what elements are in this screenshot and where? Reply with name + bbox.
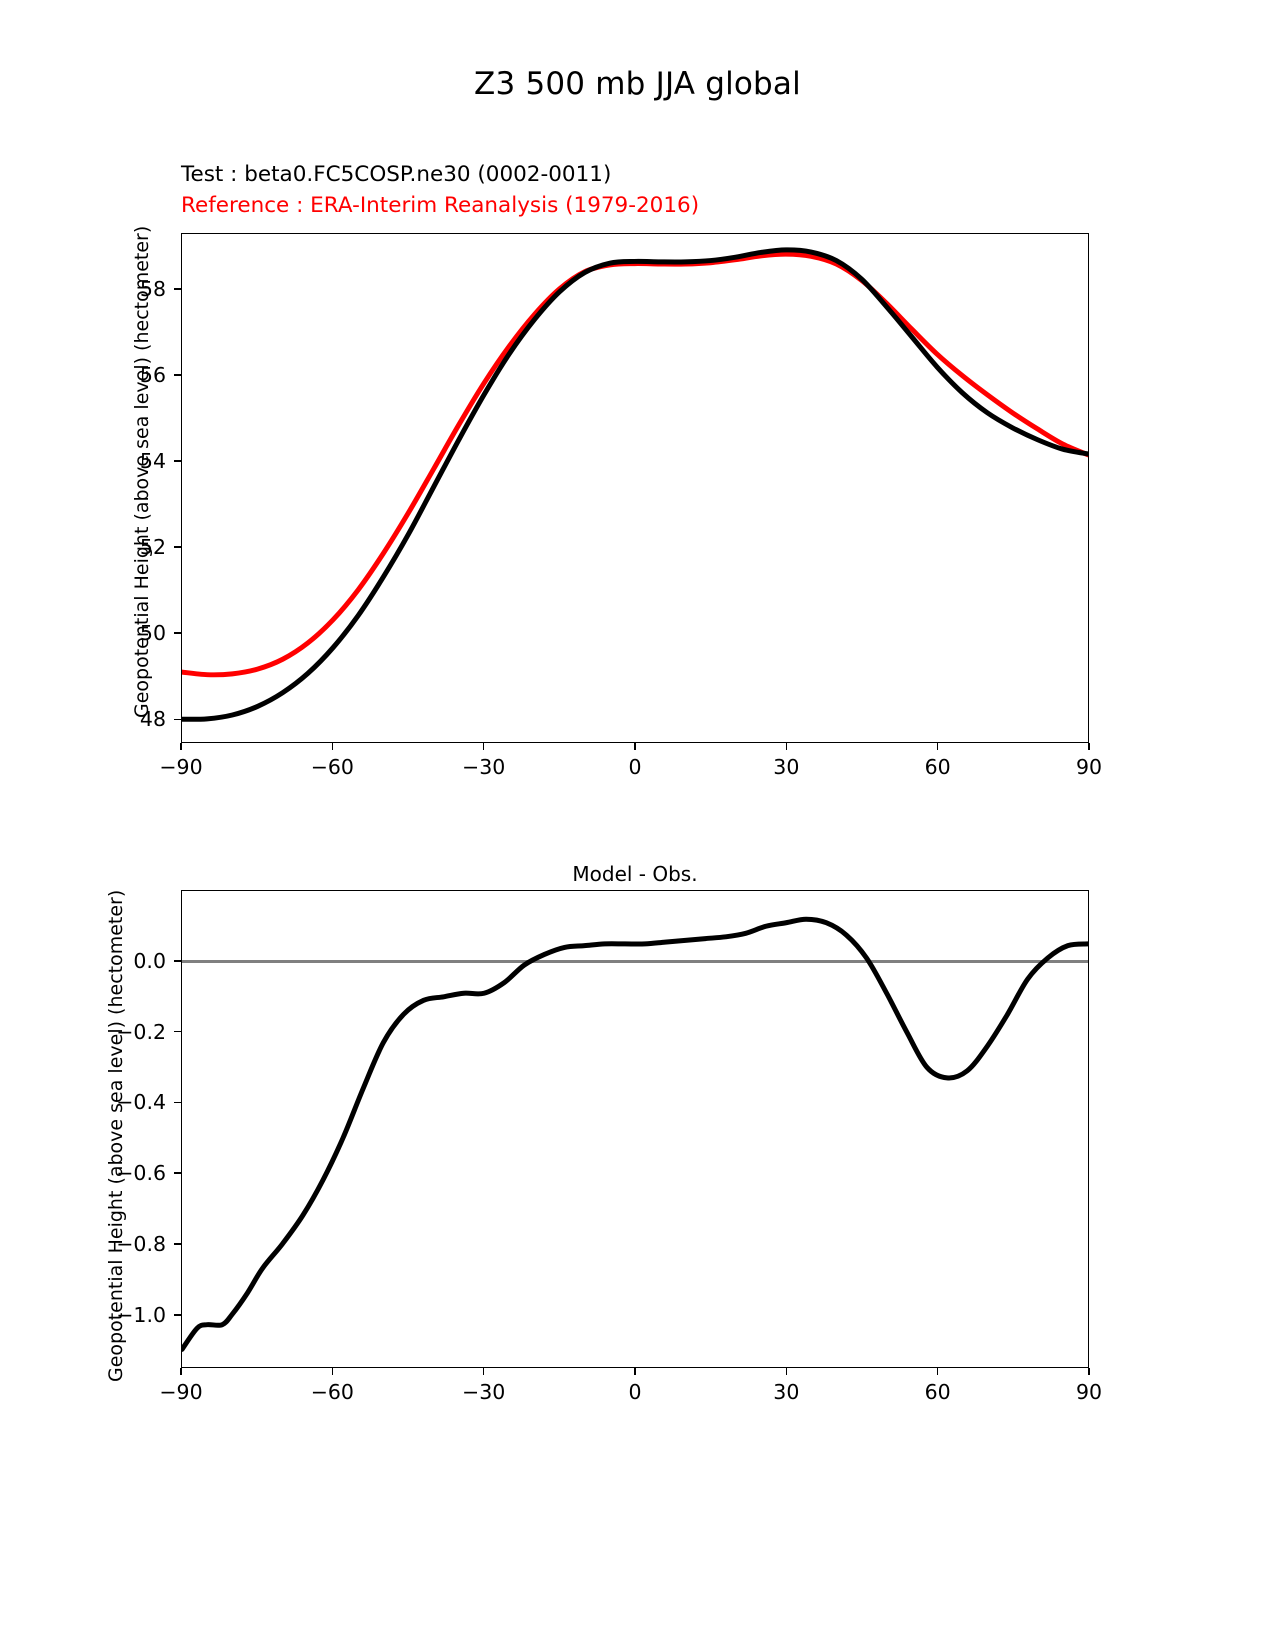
y-tick-label: 50 [139,621,166,646]
y-tick-label: 0.0 [133,948,166,973]
x-tick-mark [634,743,636,750]
x-tick-mark [936,743,939,750]
y-tick-mark [174,718,181,721]
x-tick-label: −30 [462,755,506,779]
figure-title: Z3 500 mb JJA global [474,66,801,102]
x-tick-mark [785,743,788,750]
x-tick-mark [180,743,182,750]
y-tick-label: −0.2 [116,1019,166,1044]
y-tick-label: 56 [139,363,166,388]
legend-reference-line: Reference : ERA-Interim Reanalysis (1979… [181,192,700,218]
x-tick-label: −90 [159,1380,203,1404]
y-tick-mark [174,374,181,376]
x-tick-mark [482,743,485,750]
x-tick-mark [936,1368,939,1375]
legend-test-line: Test : beta0.FC5COSP.ne30 (0002-0011) [181,162,612,187]
x-tick-label: 90 [1075,1380,1103,1404]
y-tick-label: 48 [139,707,166,732]
difference-plot-area [181,890,1089,1368]
zonal-mean-series-group [182,247,1088,722]
x-tick-label: 90 [1075,755,1103,779]
legend-caption-block: Test : beta0.FC5COSP.ne30 (0002-0011) Re… [181,160,699,221]
zonal-mean-plot-area [181,233,1089,743]
y-tick-label: 58 [139,276,166,301]
y-tick-label: −0.8 [116,1232,166,1257]
y-tick-mark [174,632,181,635]
x-tick-mark [785,1368,788,1375]
y-tick-mark [174,1101,181,1104]
x-tick-label: 60 [924,755,951,779]
y-tick-mark [174,1314,181,1316]
y-tick-label: −1.0 [116,1302,166,1327]
y-tick-mark [174,546,181,548]
zonal-mean-svg [182,247,1088,722]
x-tick-label: −30 [462,1380,506,1404]
y-tick-label: −0.4 [116,1090,166,1115]
x-tick-mark [331,743,334,750]
x-tick-mark [1088,743,1090,750]
x-tick-label: −90 [159,755,203,779]
y-tick-mark [174,1030,181,1033]
x-tick-label: −60 [310,755,354,779]
x-tick-mark [634,1368,636,1375]
x-tick-label: 60 [924,1380,951,1404]
difference-svg [182,916,1088,1352]
y-tick-label: 52 [139,535,166,560]
y-tick-mark [174,1172,181,1175]
x-tick-mark [180,1368,182,1375]
y-tick-label: −0.6 [116,1161,166,1186]
y-tick-mark [174,460,181,462]
x-tick-mark [331,1368,334,1375]
x-tick-label: 0 [628,1380,642,1404]
x-tick-label: 30 [773,1380,800,1404]
difference-series-line [182,916,1088,1352]
x-tick-label: 0 [628,755,642,779]
y-tick-mark [174,1243,181,1245]
x-tick-label: 30 [773,755,800,779]
x-tick-mark [1088,1368,1090,1375]
y-tick-mark [174,288,181,290]
test-series-line [182,247,1088,722]
x-tick-mark [482,1368,485,1375]
y-tick-label: 54 [139,449,166,474]
difference-panel-subtitle: Model - Obs. [572,862,698,886]
reference-series-line [182,251,1088,678]
y-tick-mark [174,960,181,962]
x-tick-label: −60 [310,1380,354,1404]
